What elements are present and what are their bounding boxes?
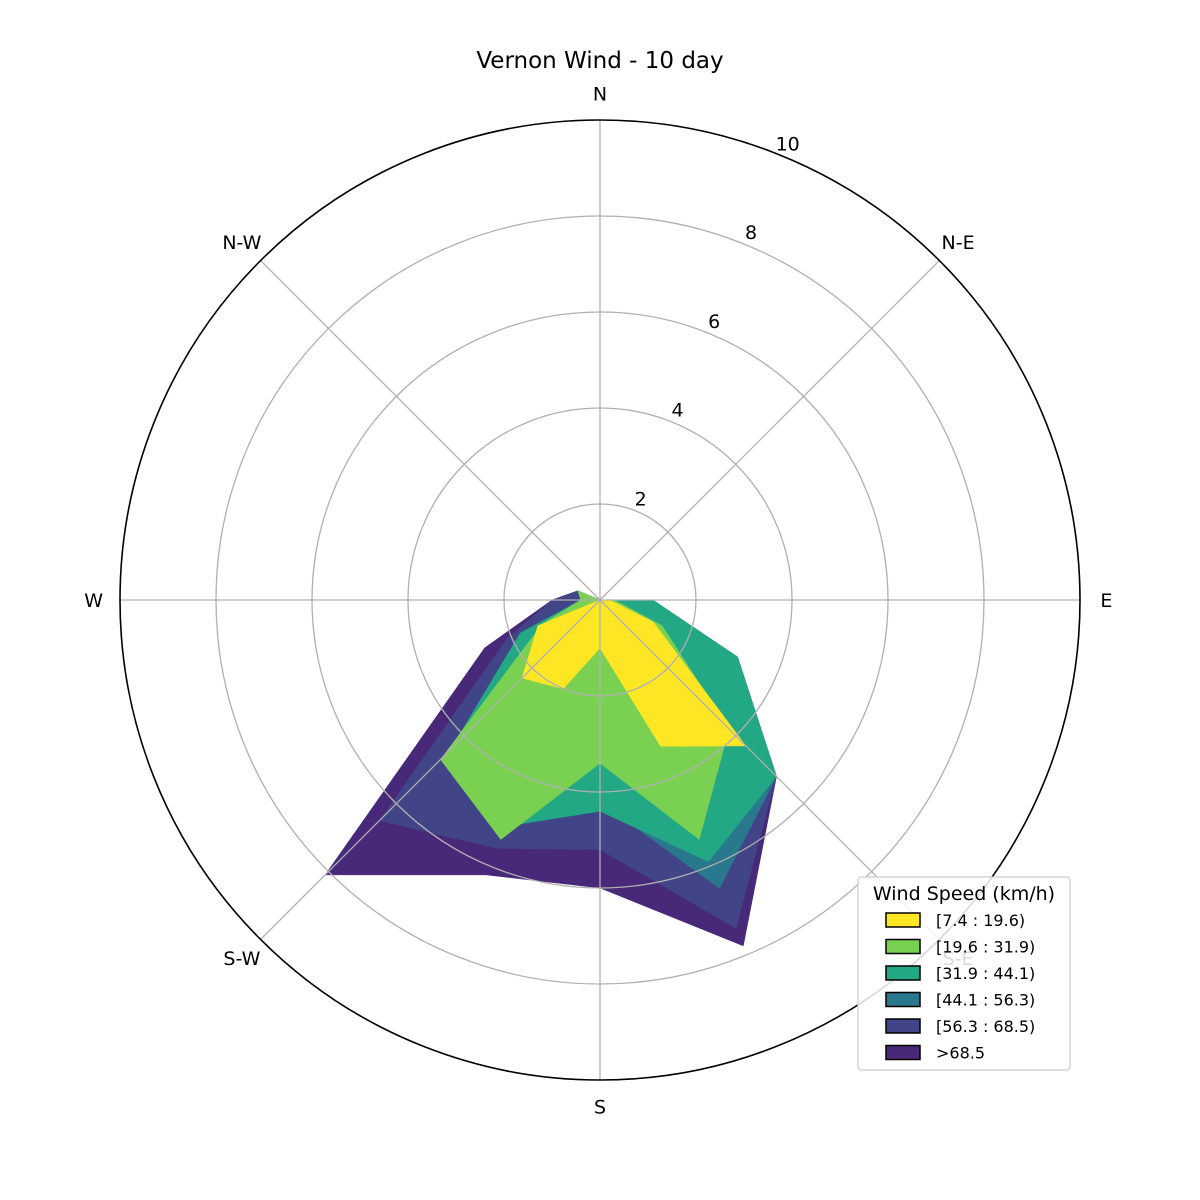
- direction-label-s-w: S-W: [223, 948, 260, 970]
- direction-label-s: S: [594, 1096, 606, 1118]
- legend-entry-label: [44.1 : 56.3): [936, 991, 1035, 1010]
- direction-label-e: E: [1100, 590, 1112, 612]
- grid-spoke-n-e: [599, 260, 940, 601]
- legend-entry-label: [7.4 : 19.6): [936, 911, 1025, 930]
- radial-tick-label: 2: [635, 488, 647, 510]
- series-layer: [324, 590, 777, 947]
- legend-swatch: [885, 965, 921, 981]
- outer-frame: [119, 119, 1081, 1081]
- legend-swatch: [885, 938, 921, 955]
- legend-swatch: [885, 912, 921, 928]
- legend-swatch: [885, 1044, 921, 1061]
- radial-tick-label: 6: [708, 311, 720, 333]
- legend-entry-label: >68.5: [936, 1044, 985, 1063]
- radial-tick-label: 4: [671, 400, 683, 422]
- direction-label-n-w: N-W: [222, 232, 261, 254]
- legend-title: Wind Speed (km/h): [873, 883, 1055, 905]
- direction-label-n: N: [593, 84, 607, 106]
- chart-title: Vernon Wind - 10 day: [476, 48, 723, 74]
- legend-swatch: [885, 1018, 921, 1034]
- radial-tick-label: 8: [745, 222, 757, 244]
- radial-tick-label: 10: [776, 134, 800, 156]
- radial-tick-labels: 2 4 6 8 10: [635, 134, 800, 511]
- legend-entry-label: [56.3 : 68.5): [936, 1017, 1035, 1036]
- series-area-1: [521, 599, 747, 747]
- legend: Wind Speed (km/h) [7.4 : 19.6) [19.6 : 31.…: [857, 876, 1071, 1071]
- grid-spoke-n-w: [260, 260, 601, 601]
- direction-label-w: W: [84, 590, 103, 612]
- legend-entry-label: [19.6 : 31.9): [936, 938, 1035, 957]
- legend-swatch: [885, 991, 921, 1008]
- grid-spoke-s-w: [260, 599, 601, 940]
- legend-entry-label: [31.9 : 44.1): [936, 964, 1035, 983]
- direction-label-n-e: N-E: [942, 232, 975, 254]
